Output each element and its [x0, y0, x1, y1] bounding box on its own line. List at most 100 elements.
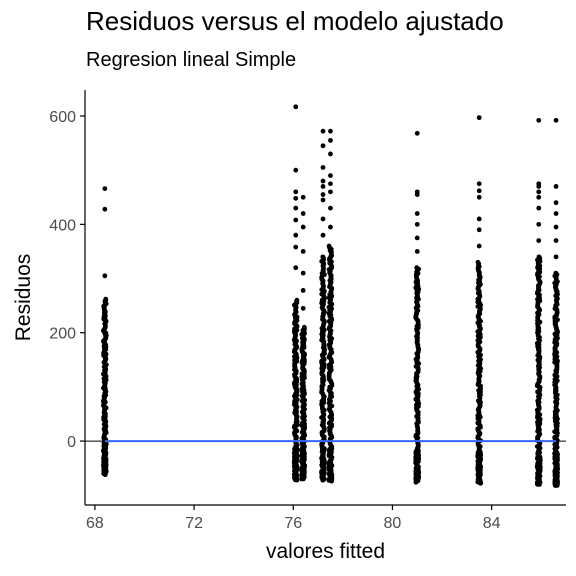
outlier-point [553, 200, 559, 206]
points-column [552, 117, 560, 488]
outlier-point [293, 265, 299, 271]
outlier-point [102, 206, 108, 212]
x-tick-label: 80 [384, 515, 402, 532]
outlier-point [414, 189, 420, 195]
outlier-point [328, 224, 333, 230]
data-point [320, 463, 326, 469]
x-tick-label: 72 [185, 515, 203, 532]
y-axis-ticks: 0 200 400 600 [49, 109, 85, 451]
outlier-point [300, 288, 306, 293]
data-point [554, 483, 560, 488]
data-point [476, 452, 482, 458]
points-column [299, 194, 308, 482]
outlier-point [476, 188, 482, 194]
x-tick-label: 84 [483, 515, 501, 532]
data-point [103, 296, 109, 302]
data-point [294, 457, 300, 462]
outlier-point [553, 238, 559, 244]
points-column [326, 128, 335, 484]
data-point [326, 467, 332, 473]
outlier-point [320, 232, 326, 238]
data-point [321, 468, 327, 474]
outlier-point [476, 194, 482, 200]
data-point [101, 469, 107, 475]
data-point [553, 457, 559, 462]
data-point [536, 479, 542, 485]
outlier-point [293, 205, 299, 211]
outlier-point [320, 128, 326, 134]
data-point [320, 254, 326, 260]
points-column [291, 104, 300, 483]
data-point [302, 463, 307, 469]
y-axis-title: Residuos [12, 254, 35, 342]
data-point [414, 265, 420, 271]
data-point [292, 452, 298, 457]
outlier-point [553, 117, 559, 123]
data-point [413, 469, 419, 474]
x-axis-title: valores fitted [266, 540, 385, 563]
points-column [534, 117, 543, 487]
data-point [101, 456, 106, 461]
outlier-point [414, 211, 420, 216]
data-point [536, 254, 542, 260]
points-layer [100, 104, 560, 488]
outlier-point [328, 137, 333, 143]
outlier-point [414, 130, 420, 136]
outlier-point [293, 104, 299, 110]
outlier-point [476, 216, 482, 222]
y-tick-label: 0 [67, 434, 76, 451]
data-point [329, 476, 334, 482]
data-point [301, 324, 307, 330]
outlier-point [328, 189, 333, 195]
outlier-point [536, 221, 542, 227]
outlier-point [536, 238, 542, 244]
outlier-point [328, 151, 333, 157]
outlier-point [414, 235, 420, 241]
outlier-point [102, 273, 108, 279]
outlier-point [300, 211, 306, 216]
points-column [100, 186, 109, 478]
outlier-point [476, 243, 482, 249]
points-column [413, 130, 422, 485]
x-tick-label: 68 [86, 515, 104, 532]
outlier-point [320, 143, 326, 149]
data-point [415, 474, 420, 480]
outlier-point [328, 181, 333, 187]
data-point [477, 476, 483, 482]
data-point [319, 475, 325, 481]
outlier-point [328, 173, 333, 179]
data-point [553, 270, 559, 276]
outlier-point [476, 227, 482, 233]
points-column [319, 128, 327, 483]
chart-subtitle: Regresion lineal Simple [86, 49, 297, 71]
data-point [319, 455, 325, 461]
data-point [535, 475, 541, 480]
data-point [320, 448, 326, 454]
outlier-point [293, 195, 299, 201]
outlier-point [553, 184, 559, 189]
outlier-point [553, 224, 559, 230]
outlier-point [293, 189, 299, 195]
data-point [294, 297, 300, 303]
data-point [328, 449, 334, 455]
outlier-point [536, 189, 542, 195]
points-column [475, 115, 484, 486]
data-point [537, 450, 542, 455]
outlier-point [300, 249, 306, 254]
data-point [535, 470, 540, 476]
data-point [555, 466, 560, 472]
outlier-point [320, 165, 326, 170]
outlier-point [293, 232, 299, 238]
outlier-point [536, 181, 542, 187]
outlier-point [300, 270, 306, 276]
outlier-point [414, 249, 420, 254]
outlier-point [320, 178, 326, 184]
y-tick-label: 400 [49, 217, 76, 234]
outlier-point [536, 194, 542, 200]
y-tick-label: 200 [49, 326, 76, 343]
data-point [554, 475, 559, 481]
data-point [329, 463, 335, 468]
data-point [475, 259, 481, 265]
data-point [300, 470, 306, 475]
outlier-point [320, 192, 326, 197]
